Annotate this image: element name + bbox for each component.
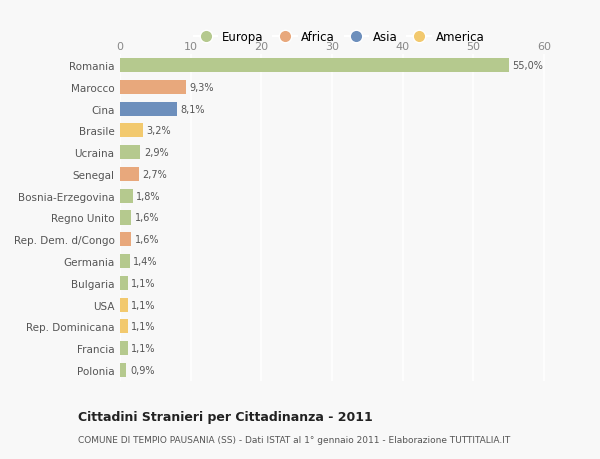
Bar [120,254,130,269]
Bar [120,233,131,247]
Bar [120,211,131,225]
Text: 3,2%: 3,2% [146,126,171,136]
Text: COMUNE DI TEMPIO PAUSANIA (SS) - Dati ISTAT al 1° gennaio 2011 - Elaborazione TU: COMUNE DI TEMPIO PAUSANIA (SS) - Dati IS… [78,435,510,443]
Text: 55,0%: 55,0% [512,61,543,71]
Bar [120,124,143,138]
Text: 1,4%: 1,4% [133,257,158,267]
Text: 1,1%: 1,1% [131,300,156,310]
Bar [120,81,186,95]
Bar [120,363,127,377]
Bar [120,102,177,117]
Text: 2,9%: 2,9% [144,148,169,158]
Bar [120,276,128,290]
Text: 0,9%: 0,9% [130,365,154,375]
Text: 2,7%: 2,7% [143,169,167,179]
Legend: Europa, Africa, Asia, America: Europa, Africa, Asia, America [191,28,487,46]
Text: 1,8%: 1,8% [136,191,161,202]
Bar [120,146,140,160]
Bar [120,319,128,334]
Bar [120,168,139,182]
Text: 1,1%: 1,1% [131,343,156,353]
Bar [120,59,509,73]
Bar [120,189,133,203]
Text: Cittadini Stranieri per Cittadinanza - 2011: Cittadini Stranieri per Cittadinanza - 2… [78,410,373,423]
Bar [120,341,128,355]
Bar [120,298,128,312]
Text: 8,1%: 8,1% [181,104,205,114]
Text: 1,1%: 1,1% [131,322,156,332]
Text: 1,6%: 1,6% [135,213,160,223]
Text: 1,1%: 1,1% [131,278,156,288]
Text: 9,3%: 9,3% [189,83,214,93]
Text: 1,6%: 1,6% [135,235,160,245]
